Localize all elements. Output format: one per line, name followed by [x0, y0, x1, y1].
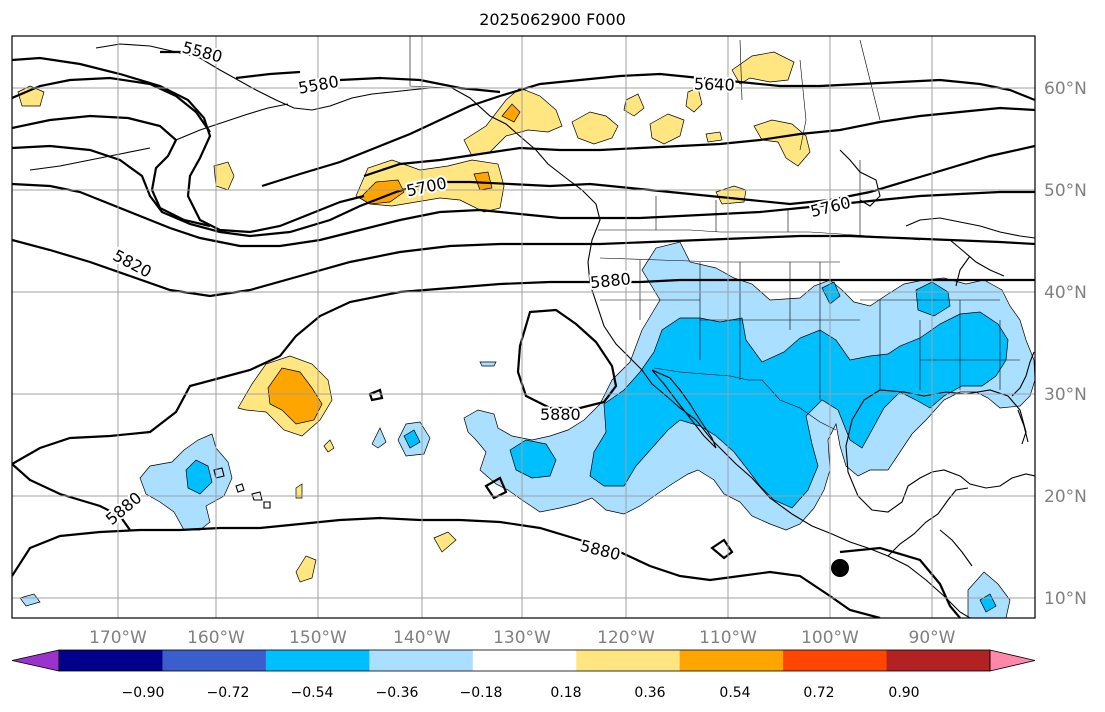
lon-label: 140°W [393, 628, 451, 648]
contour-5700 [12, 144, 1035, 238]
lon-label: 110°W [699, 628, 757, 648]
colorbar-segment [162, 650, 267, 671]
height-contours [12, 50, 1035, 618]
contour-5580-alaska [12, 50, 501, 133]
colorbar-extend-min [11, 649, 60, 672]
contour-5880-sw [12, 463, 131, 531]
lon-label: 160°W [187, 628, 245, 648]
lon-label: 90°W [909, 628, 956, 648]
colorbar-segment [576, 650, 681, 671]
negative-anomaly-area [185, 459, 213, 495]
colorbar-tick-label: 0.36 [634, 685, 665, 701]
positive-anomaly-area [17, 85, 45, 107]
contour-5880-south [12, 516, 881, 618]
contour-5880-central [839, 546, 961, 618]
positive-anomaly-area [705, 131, 723, 143]
colorbar-tick-label: −0.18 [460, 685, 503, 701]
coastline-north-america [451, 87, 971, 618]
contour-5640 [12, 106, 1035, 228]
contour-label: 5640 [694, 74, 735, 94]
storm-center-marker [831, 559, 849, 577]
border-alaska-canada [409, 36, 453, 89]
lat-label: 20°N [1044, 487, 1087, 507]
contour-small-loop [368, 388, 734, 560]
contour-5640-arc [261, 72, 1035, 188]
coastline-hudson [839, 149, 881, 207]
negative-anomaly-area [403, 429, 421, 449]
positive-anomaly-area [753, 119, 811, 167]
colorbar-segment [265, 650, 370, 671]
lon-label: 150°W [289, 628, 347, 648]
contour-5580-west [12, 56, 365, 234]
colorbar-segment [59, 650, 163, 671]
lon-label: 100°W [801, 628, 859, 648]
colorbar-extend-max [989, 649, 1036, 672]
coastline-hawaii [213, 467, 271, 509]
coastline-baja [651, 369, 717, 449]
coastlines [29, 43, 1035, 618]
positive-anomaly-area [473, 171, 493, 191]
coastline-gulf-of-mexico [845, 389, 1035, 513]
border-us-mexico [653, 367, 837, 431]
positive-anomaly-area [501, 103, 521, 123]
colorbar-segment [679, 650, 784, 671]
lon-label: 120°W [597, 628, 655, 648]
positive-anomaly-area [571, 111, 619, 145]
lat-label: 40°N [1044, 283, 1087, 303]
colorbar-segment [369, 650, 474, 671]
positive-anomaly-area [359, 179, 405, 205]
contour-label: 5880 [540, 405, 581, 424]
colorbar-tick-label: −0.36 [376, 685, 419, 701]
contour-5820 [12, 234, 1035, 298]
colorbar-tick-label: −0.54 [291, 685, 334, 701]
colorbar-tick-label: 0.72 [803, 685, 834, 701]
colorbar [11, 649, 1036, 672]
contour-5880-main [12, 278, 1035, 465]
colorbar-segment [472, 650, 577, 671]
border-canada-provinces [655, 39, 881, 236]
positive-anomaly-area [685, 87, 703, 113]
map-title: 2025062900 F000 [479, 10, 626, 29]
contour-5760 [12, 182, 1035, 248]
positive-anomaly-area [433, 531, 457, 553]
political-borders [409, 36, 1020, 431]
negative-anomaly-area [479, 361, 497, 367]
colorbar-tick-label: 0.90 [888, 685, 919, 701]
colorbar-tick-label: 0.54 [719, 685, 750, 701]
colorbar-segment [886, 650, 991, 671]
coastline-florida [1011, 351, 1035, 443]
positive-anomaly-area [323, 439, 335, 453]
gridlines [12, 36, 1035, 618]
map-frame [11, 35, 1036, 619]
negative-anomaly-area [19, 593, 41, 607]
lat-label: 10°N [1044, 589, 1087, 609]
positive-anomaly-area [295, 555, 317, 583]
positive-anomaly-area [623, 93, 645, 117]
positive-anomaly-area [295, 483, 303, 499]
colorbar-tick-label: −0.90 [122, 685, 165, 701]
negative-anomaly-area [371, 427, 387, 449]
longitude-labels: 170°W 160°W 150°W 140°W 130°W 120°W 110°… [89, 628, 956, 648]
lon-label: 130°W [493, 628, 551, 648]
colorbar-segment [783, 650, 888, 671]
border-us-states [599, 257, 1020, 400]
lat-label: 50°N [1044, 181, 1087, 201]
colorbar-border [58, 649, 991, 672]
shaded-anomaly-fields [17, 51, 1035, 618]
negative-anomaly-area [139, 433, 233, 531]
contour-5880-loop [516, 308, 618, 410]
lat-label: 30°N [1044, 385, 1087, 405]
colorbar-ticks: −0.90 −0.72 −0.54 −0.36 −0.18 0.18 0.36 … [122, 685, 920, 701]
lat-label: 60°N [1044, 79, 1087, 99]
colorbar-tick-label: 0.18 [550, 685, 581, 701]
positive-anomaly-area [649, 113, 685, 145]
negative-anomaly-area [589, 311, 1009, 509]
colorbar-tick-label: −0.72 [207, 685, 250, 701]
lon-label: 170°W [89, 628, 147, 648]
latitude-labels: 60°N 50°N 40°N 30°N 20°N 10°N [1044, 79, 1087, 609]
